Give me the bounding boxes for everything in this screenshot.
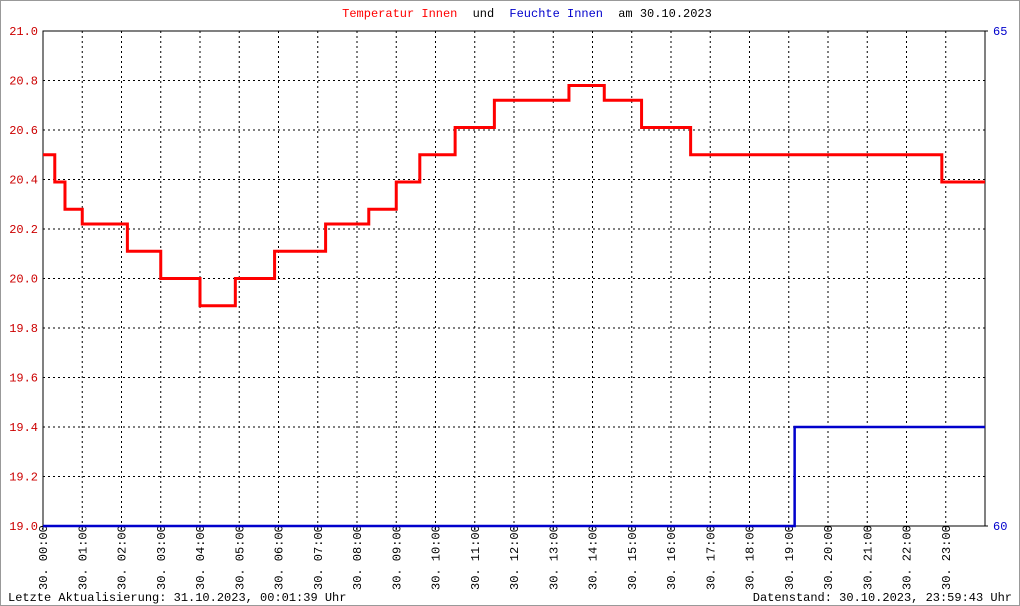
x-tick-label: 30. 14:00 [587, 525, 601, 590]
x-tick-label: 30. 18:00 [744, 525, 758, 590]
x-tick-label: 30. 03:00 [155, 525, 169, 590]
x-tick-label: 30. 21:00 [861, 525, 875, 590]
y-tick-label: 20.4 [9, 174, 38, 188]
y2-tick-label: 65 [993, 25, 1007, 39]
y-tick-label: 20.8 [9, 75, 38, 89]
title-series: Temperatur Innen [342, 7, 457, 21]
x-tick-label: 30. 12:00 [508, 525, 522, 590]
y-tick-label: 21.0 [9, 25, 38, 39]
chart-title: Temperatur Innen und Feuchte Innen am 30… [342, 7, 712, 21]
y-tick-label: 20.0 [9, 273, 38, 287]
title-connector: und [473, 7, 495, 21]
y2-tick-label: 60 [993, 520, 1007, 534]
y-tick-label: 19.0 [9, 520, 38, 534]
x-tick-label: 30. 08:00 [351, 525, 365, 590]
y-tick-label: 19.8 [9, 322, 38, 336]
x-tick-label: 30. 02:00 [116, 525, 130, 590]
x-tick-label: 30. 00:00 [37, 525, 51, 590]
x-tick-label: 30. 15:00 [626, 525, 640, 590]
y-tick-label: 19.2 [9, 471, 38, 485]
y-tick-label: 19.4 [9, 421, 38, 435]
x-tick-label: 30. 17:00 [704, 525, 718, 590]
x-tick-label: 30. 23:00 [940, 525, 954, 590]
x-tick-label: 30. 22:00 [901, 525, 915, 590]
x-tick-label: 30. 10:00 [430, 525, 444, 590]
x-tick-label: 30. 09:00 [390, 525, 404, 590]
x-tick-label: 30. 01:00 [76, 525, 90, 590]
y-tick-label: 20.2 [9, 223, 38, 237]
x-tick-label: 30. 05:00 [233, 525, 247, 590]
data-line [43, 425, 985, 528]
x-tick-label: 30. 13:00 [547, 525, 561, 590]
y-tick-label: 19.6 [9, 372, 38, 386]
x-tick-label: 30. 06:00 [273, 525, 287, 590]
x-tick-label: 30. 20:00 [822, 525, 836, 590]
x-tick-label: 30. 04:00 [194, 525, 208, 590]
title-series: Feuchte Innen [509, 7, 603, 21]
footer-right: Datenstand: 30.10.2023, 23:59:43 Uhr [753, 591, 1012, 605]
footer-left: Letzte Aktualisierung: 31.10.2023, 00:01… [8, 591, 346, 605]
x-tick-label: 30. 19:00 [783, 525, 797, 590]
y-tick-label: 20.6 [9, 124, 38, 138]
title-date: am 30.10.2023 [618, 7, 712, 21]
x-tick-label: 30. 07:00 [312, 525, 326, 590]
x-tick-label: 30. 16:00 [665, 525, 679, 590]
data-line [43, 83, 985, 308]
x-tick-label: 30. 11:00 [469, 525, 483, 590]
